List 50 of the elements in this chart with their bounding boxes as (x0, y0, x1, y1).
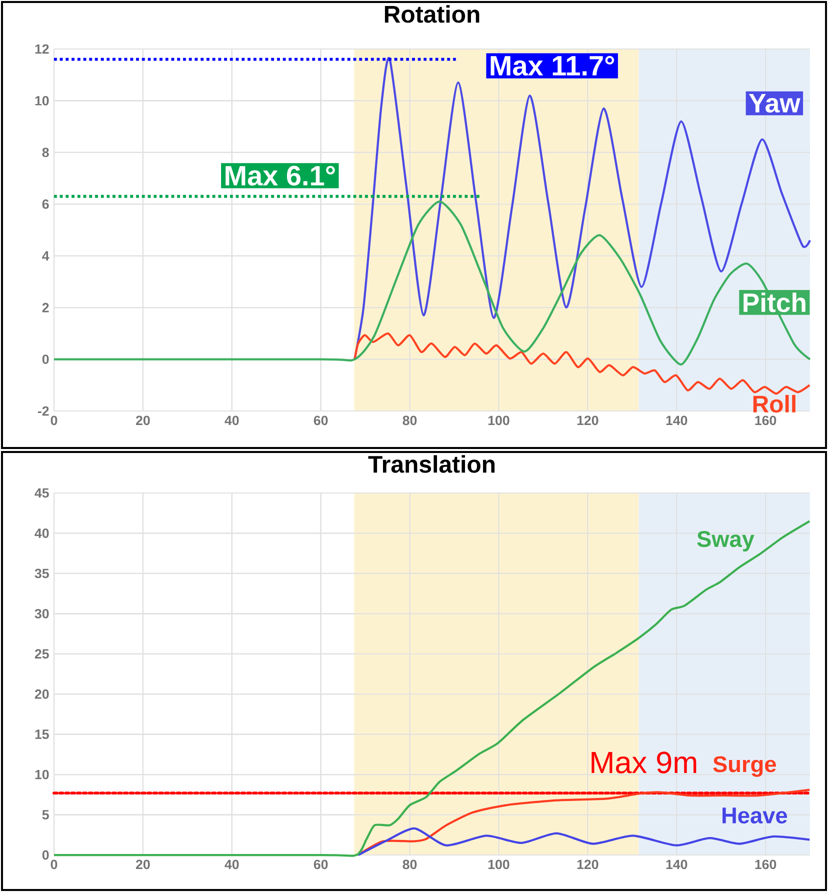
line-series (357, 827, 811, 856)
y-tick-label: 4 (42, 251, 50, 260)
x-tick-label: 140 (666, 860, 688, 870)
x-tick-label: 140 (666, 416, 688, 426)
series-label: Roll (753, 394, 796, 413)
x-tick-label: 160 (755, 416, 776, 426)
y-tick-label: 10 (35, 96, 49, 106)
y-tick-label: 6 (42, 199, 49, 209)
y-tick-label: 15 (35, 730, 49, 739)
x-tick-label: 20 (136, 860, 150, 870)
y-tick-label: 2 (42, 302, 49, 312)
ref-line-label: Max 9m (592, 752, 696, 774)
line-series (52, 200, 812, 366)
y-tick-label: 0 (42, 354, 49, 364)
y-tick-label: 30 (34, 608, 49, 618)
y-tick-label: 20 (34, 689, 49, 699)
chart-title: Rotation (384, 5, 480, 23)
x-tick-label: 100 (488, 860, 510, 870)
y-tick-label: 10 (35, 770, 49, 780)
x-tick-label: 160 (755, 860, 776, 870)
y-tick-label: -2 (38, 406, 49, 416)
line-series (354, 332, 811, 395)
y-tick-label: 5 (42, 810, 49, 820)
x-tick-label: 100 (488, 416, 510, 426)
x-tick-label: 20 (136, 416, 150, 426)
y-tick-label: 25 (34, 649, 49, 659)
series-label: Sway (697, 531, 754, 552)
x-tick-label: 80 (402, 416, 417, 426)
x-tick-label: 40 (224, 860, 239, 870)
x-tick-label: 120 (577, 860, 598, 870)
x-tick-label: 80 (402, 860, 417, 870)
y-tick-label: 0 (42, 850, 49, 860)
series-label: Max 6.1° (226, 166, 335, 186)
y-tick-label: 40 (34, 528, 49, 538)
y-tick-label: 8 (42, 148, 49, 158)
x-tick-label: 60 (314, 416, 328, 426)
y-tick-label: 45 (34, 488, 49, 498)
series-label: Heave (722, 808, 788, 824)
series-label: Pitch (744, 292, 806, 312)
series-label: Surge (713, 756, 776, 777)
x-tick-label: 60 (314, 860, 328, 870)
series-label: Yaw (748, 94, 800, 113)
y-tick-label: 35 (34, 568, 49, 578)
x-tick-label: 0 (50, 860, 58, 870)
x-tick-label: 0 (50, 416, 58, 426)
y-tick-label: 12 (35, 44, 49, 54)
series-label: Max 11.7° (490, 56, 614, 76)
x-tick-label: 120 (577, 416, 598, 426)
chart-title: Translation (368, 455, 495, 473)
x-tick-label: 40 (224, 416, 239, 426)
